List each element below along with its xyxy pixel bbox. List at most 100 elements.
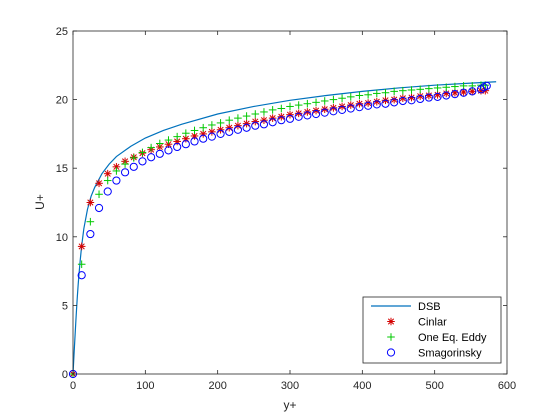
- y-axis-label: U+: [33, 194, 47, 210]
- series-2-point: [425, 84, 433, 93]
- y-tick-label: 20: [56, 95, 68, 107]
- series-1-point: [286, 110, 294, 119]
- series-2-point: [364, 90, 372, 99]
- series-2-point: [86, 217, 95, 226]
- series-2-point: [320, 97, 329, 105]
- series-2-point: [260, 108, 268, 116]
- series-3-point: [381, 99, 390, 108]
- series-1-point: [234, 121, 242, 130]
- series-3-point: [337, 105, 347, 114]
- series-2-point: [129, 154, 138, 162]
- series-3-point: [294, 112, 303, 121]
- series-2-point: [329, 95, 338, 104]
- legend: DSB Cinlar One Eq. Eddy Smagorinsky: [362, 296, 502, 364]
- series-3-point: [372, 100, 381, 109]
- series-2-point: [173, 132, 181, 141]
- series-3-point: [416, 94, 425, 104]
- series-2-point: [208, 121, 216, 129]
- series-2-point: [147, 143, 155, 152]
- series-2-point: [373, 89, 381, 98]
- series-3-point: [364, 101, 373, 110]
- series-2-point: [459, 82, 468, 90]
- series-3-point: [120, 168, 130, 177]
- series-0-line: [72, 81, 497, 375]
- x-tick-label: 0: [70, 380, 76, 392]
- series-2-point: [121, 160, 129, 168]
- series-1-point: [77, 242, 86, 251]
- series-3-point: [190, 137, 199, 146]
- series-2-point: [399, 86, 407, 95]
- series-2-point: [242, 112, 251, 120]
- legend-swatch: [387, 317, 395, 326]
- series-2-point: [112, 167, 121, 175]
- series-3-point: [398, 96, 407, 106]
- series-3-point: [112, 176, 121, 185]
- legend-item-0: DSB: [371, 301, 441, 313]
- series-1-point: [425, 91, 433, 100]
- series-2-point: [381, 88, 390, 97]
- legend-item-2: One Eq. Eddy: [387, 332, 487, 344]
- series-3-point: [459, 88, 468, 97]
- series-1-point: [433, 90, 442, 99]
- series-2-point: [251, 110, 260, 118]
- series-2-point: [268, 106, 277, 114]
- series-3-point: [155, 149, 164, 158]
- series-1-point: [268, 114, 277, 122]
- series-2-point: [407, 86, 416, 94]
- series-2-point: [468, 82, 477, 90]
- series-3-point: [199, 134, 208, 143]
- series-2-point: [338, 94, 346, 103]
- legend-label: Cinlar: [418, 317, 447, 329]
- series-1-point: [95, 179, 103, 188]
- series-3-point: [390, 98, 399, 107]
- legend-swatch: [387, 333, 395, 341]
- series-2-point: [182, 129, 190, 138]
- legend-item-3: Smagorinsky: [386, 348, 482, 360]
- series-3-markers: [68, 81, 491, 379]
- series-1-point: [251, 117, 260, 126]
- y-tick-label: 15: [56, 163, 68, 175]
- series-2-point: [190, 126, 199, 135]
- x-tick-label: 400: [353, 380, 371, 392]
- series-2-point: [416, 85, 424, 94]
- series-1-point: [260, 116, 268, 124]
- legend-box: [362, 296, 502, 364]
- series-2-point: [433, 84, 442, 92]
- series-2-point: [138, 148, 147, 157]
- series-3-point: [355, 103, 364, 112]
- axes-layer: 0 100 200 300 400 500 600 0 5 10 15 20 25: [56, 26, 516, 392]
- series-3-point: [407, 96, 416, 105]
- y-tick-label: 10: [56, 232, 68, 244]
- series-3-point: [173, 142, 182, 152]
- y-tick-label: 25: [56, 26, 68, 38]
- series-3-point: [424, 93, 433, 102]
- series-3-point: [329, 107, 338, 116]
- series-2-point: [95, 190, 103, 199]
- series-2-point: [277, 104, 286, 113]
- x-tick-label: 100: [136, 380, 154, 392]
- series-2-point: [346, 93, 355, 101]
- series-3-point: [450, 90, 460, 99]
- series-2-point: [234, 114, 242, 122]
- series-2-point: [164, 136, 173, 144]
- series-2-point: [390, 87, 398, 96]
- y-tick-label: 5: [62, 300, 68, 312]
- x-axis-label: y+: [283, 398, 296, 412]
- y-tick-label: 0: [62, 369, 68, 381]
- series-3-point: [320, 108, 329, 117]
- series-1-point: [242, 119, 251, 128]
- series-3-point: [138, 157, 147, 166]
- x-tick-label: 600: [498, 380, 516, 392]
- series-3-point: [259, 120, 269, 129]
- legend-swatch: [386, 348, 396, 357]
- series-3-point: [268, 118, 277, 127]
- series-3-point: [285, 114, 295, 123]
- legend-label: Smagorinsky: [418, 348, 482, 360]
- series-3-point: [442, 91, 451, 100]
- series-3-point: [94, 203, 104, 213]
- series-3-point: [164, 146, 173, 155]
- x-tick-label: 300: [281, 380, 299, 392]
- series-3-point: [433, 92, 442, 101]
- series-3-point: [225, 127, 234, 136]
